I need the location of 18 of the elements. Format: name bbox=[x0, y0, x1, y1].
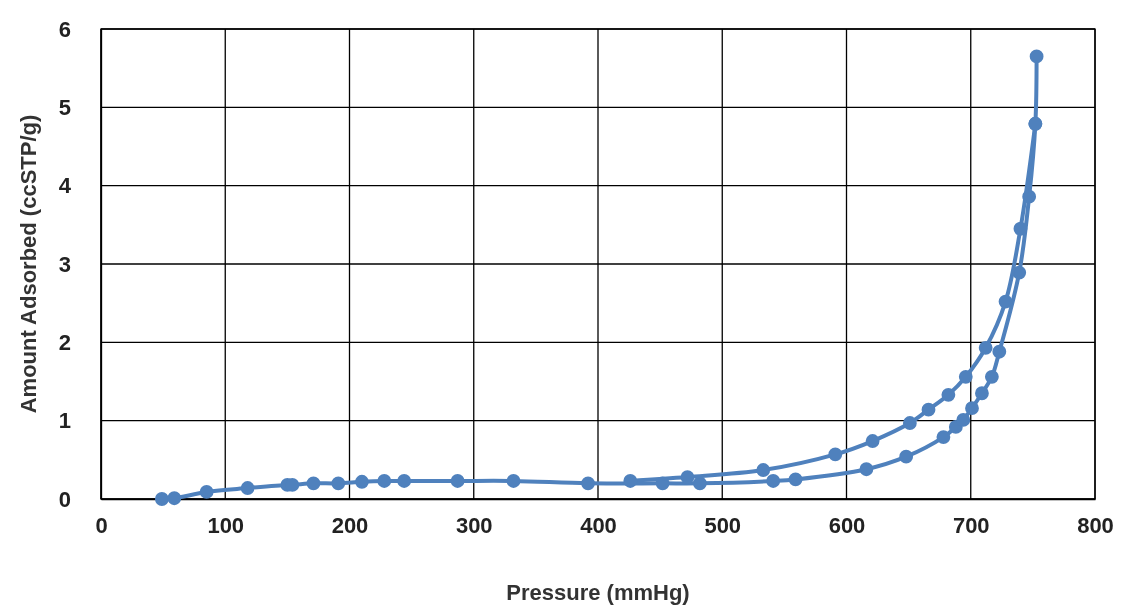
x-axis-title: Pressure (mmHg) bbox=[506, 580, 690, 605]
y-tick-label: 5 bbox=[58, 94, 71, 120]
x-tick-label: 400 bbox=[580, 512, 617, 538]
y-tick-label: 0 bbox=[58, 486, 71, 512]
x-tick-label: 300 bbox=[455, 512, 493, 538]
y-tick-label: 4 bbox=[58, 173, 72, 199]
x-tick-label: 0 bbox=[95, 512, 108, 538]
y-tick-label: 3 bbox=[58, 251, 71, 277]
y-tick-label: 1 bbox=[58, 408, 71, 434]
x-tick-label: 700 bbox=[952, 512, 990, 538]
x-tick-label: 800 bbox=[1077, 512, 1114, 538]
y-tick-label: 6 bbox=[58, 16, 71, 42]
x-tick-label: 200 bbox=[331, 512, 369, 538]
x-tick-label: 500 bbox=[704, 512, 742, 538]
x-tick-label: 600 bbox=[828, 512, 866, 538]
y-tick-label: 2 bbox=[58, 329, 71, 355]
x-tick-label: 100 bbox=[207, 512, 245, 538]
y-axis-title: Amount Adsorbed (ccSTP/g) bbox=[16, 114, 41, 414]
